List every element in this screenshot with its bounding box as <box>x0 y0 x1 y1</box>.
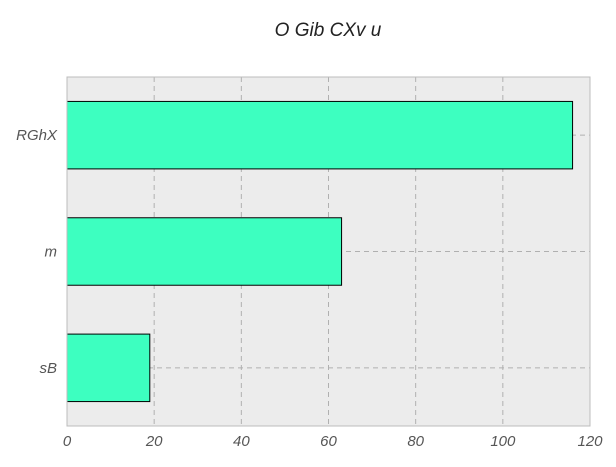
y-tick-label-2: sB <box>39 360 57 377</box>
bars <box>66 100 574 403</box>
y-tick-labels: RGhX m sB <box>16 127 58 377</box>
x-tick-label-20: 20 <box>145 433 163 450</box>
x-tick-label-40: 40 <box>233 433 250 450</box>
bar-RGhX <box>66 100 574 170</box>
x-tick-label-0: 0 <box>63 433 72 450</box>
chart-title: O Gib CXv u <box>275 20 382 41</box>
y-tick-label-1: m <box>45 244 58 261</box>
plot-frame <box>66 76 591 427</box>
bar-sB <box>66 333 151 403</box>
x-tick-labels: 0 20 40 60 80 100 120 <box>63 433 603 450</box>
x-tick-label-120: 120 <box>577 433 603 450</box>
x-tick-label-80: 80 <box>407 433 424 450</box>
x-tick-label-60: 60 <box>320 433 337 450</box>
y-tick-label-0: RGhX <box>16 127 58 144</box>
bar-m <box>66 217 343 286</box>
x-tick-label-100: 100 <box>490 433 516 450</box>
